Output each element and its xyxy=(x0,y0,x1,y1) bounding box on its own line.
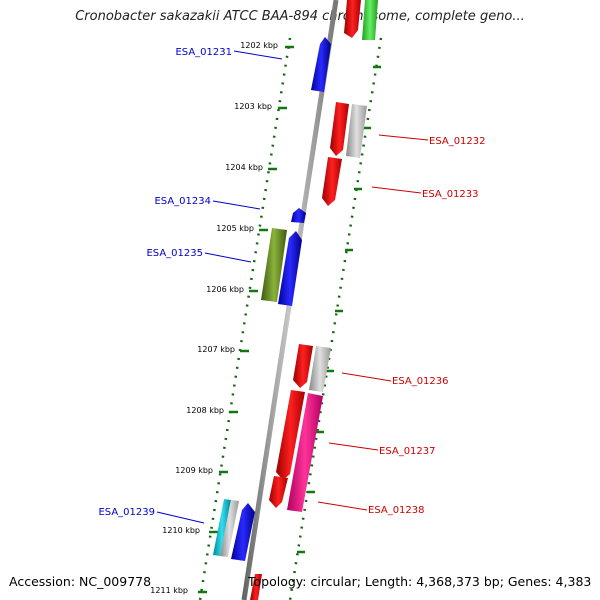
scale-tick-label: 1206 kbp xyxy=(206,285,244,294)
accession-text: Accession: NC_009778 xyxy=(9,574,152,589)
label-leader-line xyxy=(204,252,252,263)
gene-feature[interactable] xyxy=(220,500,239,557)
scale-tick-label: 1208 kbp xyxy=(186,406,224,415)
gene-feature-esa-01234[interactable] xyxy=(291,208,306,223)
gene-feature-esa-01231[interactable] xyxy=(311,37,331,92)
gene-feature[interactable] xyxy=(344,0,361,38)
gene-feature-esa-01238[interactable] xyxy=(287,393,323,512)
gene-label-esa-01239[interactable]: ESA_01239 xyxy=(98,507,155,518)
scale-tick-label: 1204 kbp xyxy=(225,163,263,172)
gene-label-esa-01235[interactable]: ESA_01235 xyxy=(146,248,203,259)
map-title: Cronobacter sakazakii ATCC BAA-894 chrom… xyxy=(75,9,525,24)
scale-tick-label: 1209 kbp xyxy=(175,466,213,475)
gene-feature[interactable] xyxy=(362,0,378,40)
scale-tick-label: 1203 kbp xyxy=(234,102,272,111)
label-leader-line xyxy=(371,186,422,194)
scale-tick-label: 1211 kbp xyxy=(150,586,188,595)
gene-feature[interactable] xyxy=(269,476,288,508)
gene-features xyxy=(213,0,378,600)
gene-label-esa-01236[interactable]: ESA_01236 xyxy=(392,376,449,387)
gene-feature[interactable] xyxy=(346,104,367,158)
scale-tick-label: 1202 kbp xyxy=(240,41,278,50)
label-leader-line xyxy=(156,511,205,524)
label-leader-line xyxy=(317,501,368,511)
gene-feature-esa-01237[interactable] xyxy=(276,390,305,480)
label-leader-line xyxy=(378,134,429,141)
scale-ticks: 1202 kbp 1203 kbp 1204 kbp 1205 kbp 1206… xyxy=(150,41,294,595)
gene-feature-esa-01239[interactable] xyxy=(231,503,255,561)
gene-feature-esa-01235[interactable] xyxy=(278,231,302,306)
gene-label-esa-01237[interactable]: ESA_01237 xyxy=(379,446,436,457)
gene-label-esa-01238[interactable]: ESA_01238 xyxy=(368,505,425,516)
gene-labels: ESA_01231 ESA_01232 ESA_01233 ESA_01234 … xyxy=(98,47,486,524)
gene-feature[interactable] xyxy=(213,499,231,556)
gene-feature[interactable] xyxy=(250,574,262,600)
gene-label-esa-01233[interactable]: ESA_01233 xyxy=(422,189,479,200)
topology-text: Topology: circular; Length: 4,368,373 bp… xyxy=(248,574,592,589)
scale-tick-label: 1210 kbp xyxy=(162,526,200,535)
gene-feature-esa-01236[interactable] xyxy=(293,344,313,388)
gene-feature-esa-01232[interactable] xyxy=(330,102,349,156)
scale-tick-label: 1207 kbp xyxy=(197,345,235,354)
gene-feature-esa-01233[interactable] xyxy=(322,157,342,206)
scale-tick-label: 1205 kbp xyxy=(216,224,254,233)
label-leader-line xyxy=(233,50,283,60)
label-leader-line xyxy=(212,200,261,210)
label-leader-line xyxy=(341,372,392,382)
gene-label-esa-01231[interactable]: ESA_01231 xyxy=(175,47,232,58)
gene-label-esa-01234[interactable]: ESA_01234 xyxy=(154,196,211,207)
label-leader-line xyxy=(328,442,379,451)
gene-feature[interactable] xyxy=(261,228,287,302)
gene-label-esa-01232[interactable]: ESA_01232 xyxy=(429,136,486,147)
gene-feature[interactable] xyxy=(309,346,331,392)
right-track-ticks xyxy=(297,65,381,554)
